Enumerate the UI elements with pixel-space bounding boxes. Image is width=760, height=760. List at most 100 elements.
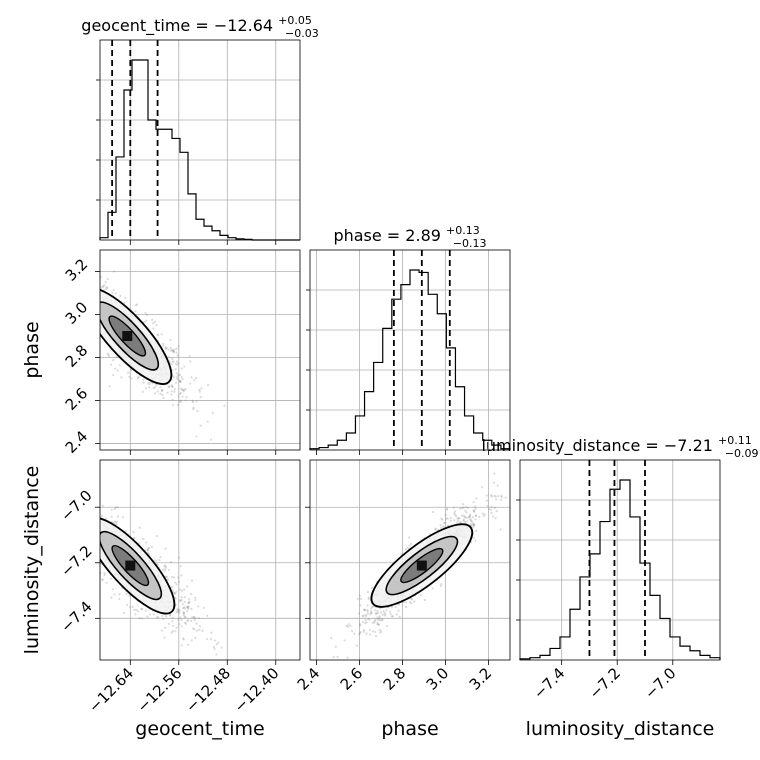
ytick-label-luminosity-distance-1: −7.2 [57,542,95,580]
pair-luminosity-distance-vs-phase-sample-point [370,607,373,610]
pair-phase-vs-geocent-time-sample-point [169,349,172,352]
pair-luminosity-distance-vs-phase-sample-point [468,515,471,519]
pair-phase-vs-geocent-time-sample-point [58,285,60,287]
pair-luminosity-distance-vs-geocent-time-sample-point [73,535,75,537]
pair-luminosity-distance-vs-phase-peak [416,560,427,571]
pair-luminosity-distance-vs-phase-sample-point [364,622,367,625]
pair-luminosity-distance-vs-phase-sample-point [404,601,407,604]
pair-phase-vs-geocent-time-sample-point [77,283,79,285]
pair-luminosity-distance-vs-phase-sample-point [371,630,375,633]
pair-luminosity-distance-vs-geocent-time-sample-point [131,605,134,608]
pair-luminosity-distance-vs-phase-sample-point [383,611,386,614]
pair-phase-vs-geocent-time-sample-point [97,284,99,286]
pair-luminosity-distance-vs-geocent-time-sample-point [188,598,191,601]
pair-luminosity-distance-vs-geocent-time-sample-point [128,594,131,597]
pair-phase-vs-geocent-time-sample-point [87,317,89,319]
pair-phase-vs-geocent-time-sample-point [116,369,119,372]
pair-luminosity-distance-vs-geocent-time-sample-point [138,526,141,529]
hist-geocent-time-steps [99,59,300,241]
pair-luminosity-distance-vs-geocent-time-sample-point [76,523,78,525]
pair-phase-vs-geocent-time-sample-point [96,318,98,320]
pair-luminosity-distance-vs-phase-sample-point [366,608,369,612]
pair-luminosity-distance-vs-geocent-time-sample-point [181,603,184,606]
pair-phase-vs-geocent-time-sample-point [39,289,41,291]
pair-luminosity-distance-vs-geocent-time-sample-point [177,618,180,621]
pair-luminosity-distance-vs-phase-sample-point [373,621,376,624]
pair-luminosity-distance-vs-geocent-time-sample-point [95,560,97,562]
pair-luminosity-distance-vs-phase-sample-point [473,524,476,527]
pair-phase-vs-geocent-time-sample-point [88,278,90,280]
pair-phase-vs-geocent-time-sample-point [164,347,168,350]
pair-luminosity-distance-vs-geocent-time-sample-point [144,609,147,612]
pair-phase-vs-geocent-time-sample-point [179,400,182,404]
pair-luminosity-distance-vs-phase-sample-point [443,521,446,524]
pair-phase-vs-geocent-time-sample-point [86,282,88,284]
pair-phase-vs-geocent-time-sample-point [112,373,115,377]
pair-luminosity-distance-vs-geocent-time-sample-point [97,554,99,556]
pair-luminosity-distance-vs-geocent-time-sample-point [182,611,185,614]
pair-luminosity-distance-vs-geocent-time-sample-point [156,616,159,619]
pair-luminosity-distance-vs-geocent-time-sample-point [178,622,181,626]
pair-phase-vs-geocent-time-sample-point [178,380,181,383]
pair-luminosity-distance-vs-geocent-time-sample-point [150,545,154,549]
pair-phase-vs-geocent-time-sample-point [63,282,65,284]
pair-luminosity-distance-vs-geocent-time-peak [125,560,136,571]
pair-phase-vs-geocent-time-sample-point [89,327,91,329]
pair-luminosity-distance-vs-geocent-time-sample-point [188,600,191,604]
pair-phase-vs-geocent-time-sample-point [189,360,192,363]
pair-phase-vs-geocent-time-sample-point [60,288,62,290]
pair-luminosity-distance-vs-geocent-time-sample-point [83,532,85,534]
pair-phase-vs-geocent-time-sample-point [84,275,86,277]
pair-luminosity-distance-vs-geocent-time-sample-point [110,508,113,511]
pair-luminosity-distance-vs-geocent-time-sample-point [180,598,183,601]
pair-phase-vs-geocent-time-sample-point [91,306,93,308]
pair-luminosity-distance-vs-phase-sample-point [332,656,335,659]
pair-luminosity-distance-vs-geocent-time-sample-point [179,616,182,619]
pair-luminosity-distance-vs-geocent-time-sample-point [190,593,193,596]
pair-phase-vs-geocent-time-sample-point [94,305,96,307]
pair-luminosity-distance-vs-geocent-time-sample-point [209,637,213,641]
pair-luminosity-distance-vs-geocent-time-sample-point [148,613,151,616]
pair-luminosity-distance-vs-phase-sample-point [497,494,500,498]
pair-phase-vs-geocent-time-sample-point [211,412,214,415]
pair-luminosity-distance-vs-geocent-time-sample-point [163,569,167,572]
pair-phase-vs-geocent-time-sample-point [92,300,94,302]
pair-phase-vs-geocent-time-sample-point [82,328,84,330]
pair-luminosity-distance-vs-geocent-time-sample-point [79,522,81,524]
pair-luminosity-distance-vs-phase-sample-point [347,623,350,626]
pair-phase-vs-geocent-time-sample-point [97,308,99,310]
pair-phase-vs-geocent-time-sample-point [73,291,75,293]
pair-luminosity-distance-vs-geocent-time-sample-point [171,629,174,633]
pair-phase-vs-geocent-time-sample-point [56,258,58,260]
pair-luminosity-distance-vs-geocent-time-sample-point [192,627,195,630]
pair-luminosity-distance-vs-phase-sample-point [459,520,462,523]
pair-phase-vs-geocent-time-sample-point [141,390,144,393]
pair-luminosity-distance-vs-geocent-time-sample-point [70,533,72,535]
pair-luminosity-distance-vs-phase-sample-point [470,519,473,522]
pair-phase-vs-geocent-time-sample-point [172,351,175,354]
pair-luminosity-distance-vs-geocent-time-sample-point [183,596,186,599]
pair-luminosity-distance-vs-phase-frame [309,459,511,661]
pair-phase-vs-geocent-time-sample-point [142,381,145,384]
pair-phase-vs-geocent-time-sample-point [162,344,165,347]
pair-luminosity-distance-vs-geocent-time-sample-point [193,616,196,619]
pair-luminosity-distance-vs-geocent-time-sample-point [94,530,96,532]
pair-phase-vs-geocent-time-sample-point [182,390,185,393]
pair-luminosity-distance-vs-phase-sample-point [379,611,383,614]
pair-phase-vs-geocent-time-sample-point [93,302,95,304]
pair-luminosity-distance-vs-phase-sample-point [455,521,458,525]
pair-luminosity-distance-vs-phase-sample-point [456,519,460,522]
pair-luminosity-distance-vs-geocent-time-sample-point [54,470,56,472]
pair-phase-vs-geocent-time-sample-point [80,292,82,294]
pair-phase-vs-geocent-time-sample-point [153,320,156,323]
ytick-label-phase-3: 3.0 [62,298,92,328]
pair-luminosity-distance-vs-phase-sample-point [463,515,466,519]
pair-luminosity-distance-vs-phase-sample-point [449,516,452,520]
pair-luminosity-distance-vs-geocent-time-sample-point [213,648,216,651]
pair-luminosity-distance-vs-phase-sample-point [371,621,374,625]
pair-phase-vs-geocent-time-sample-point [93,297,95,299]
xtick-label-luminosity-distance-0: −7.4 [530,664,568,702]
pair-phase-vs-geocent-time-sample-point [88,324,90,326]
pair-luminosity-distance-vs-geocent-time-sample-point [160,629,164,632]
pair-phase-vs-geocent-time-sample-point [72,288,74,290]
